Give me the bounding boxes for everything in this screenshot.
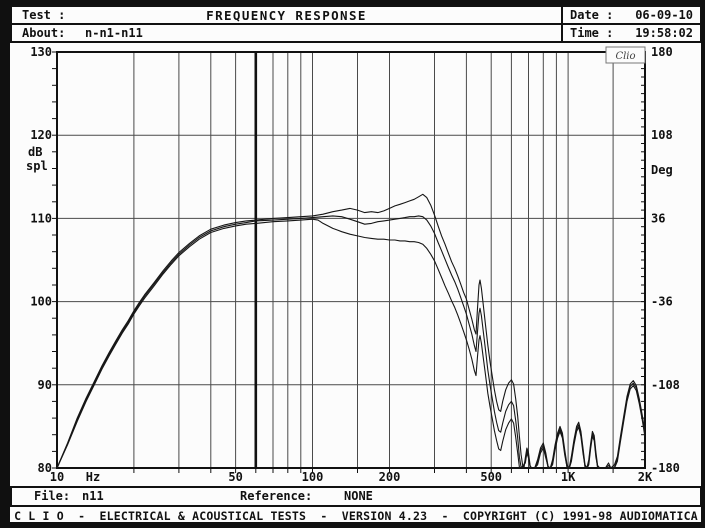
about-label: About:	[22, 26, 66, 40]
reference-value: NONE	[344, 489, 373, 503]
footer-text: C L I O - ELECTRICAL & ACOUSTICAL TESTS …	[14, 509, 698, 523]
left-axis-label: 80	[38, 461, 52, 475]
right-axis-label: -36	[651, 295, 673, 309]
x-axis-label: 200	[379, 470, 401, 484]
right-axis-label: 180	[651, 45, 673, 59]
left-axis-label: 110	[30, 211, 52, 225]
x-axis-label: 100	[302, 470, 324, 484]
file-value: n11	[82, 489, 104, 503]
x-axis-unit: Hz	[86, 470, 100, 484]
reference-label: Reference:	[240, 489, 313, 503]
right-axis-label: 108	[651, 128, 673, 142]
left-axis-label: 120	[30, 128, 52, 142]
right-axis-label: 36	[651, 211, 665, 225]
x-axis-label: 1K	[561, 470, 576, 484]
left-axis-label: 90	[38, 378, 52, 392]
file-status-box: File: n11 Reference: NONE	[10, 486, 702, 507]
x-axis-label: 50	[228, 470, 242, 484]
date-label: Date :	[570, 8, 614, 22]
file-label: File:	[34, 489, 71, 503]
time-value: 19:58:02	[635, 26, 693, 40]
left-axis-unit: dB	[28, 145, 42, 159]
test-label: Test :	[22, 8, 66, 22]
time-box: Time : 19:58:02	[561, 23, 702, 43]
page-title: FREQUENCY RESPONSE	[206, 8, 367, 23]
right-axis-unit: Deg	[651, 163, 673, 177]
response-trace-n11	[56, 218, 646, 469]
time-label: Time :	[570, 26, 614, 40]
about-field-box: About: n-n1-n11	[10, 23, 563, 43]
right-axis-label: -180	[651, 461, 680, 475]
x-axis-label: 10	[50, 470, 64, 484]
x-axis-label: 2K	[638, 470, 653, 484]
date-box: Date : 06-09-10	[561, 5, 702, 25]
date-value: 06-09-10	[635, 8, 693, 22]
clio-watermark: Clio	[615, 51, 635, 62]
clio-watermark-box	[605, 46, 646, 64]
left-axis-label: 130	[30, 45, 52, 59]
left-axis-unit: spl	[26, 159, 48, 173]
x-axis-label: 500	[480, 470, 502, 484]
window-background	[10, 5, 701, 522]
left-axis-label: 100	[30, 295, 52, 309]
about-value: n-n1-n11	[85, 26, 143, 40]
right-axis-label: -108	[651, 378, 680, 392]
